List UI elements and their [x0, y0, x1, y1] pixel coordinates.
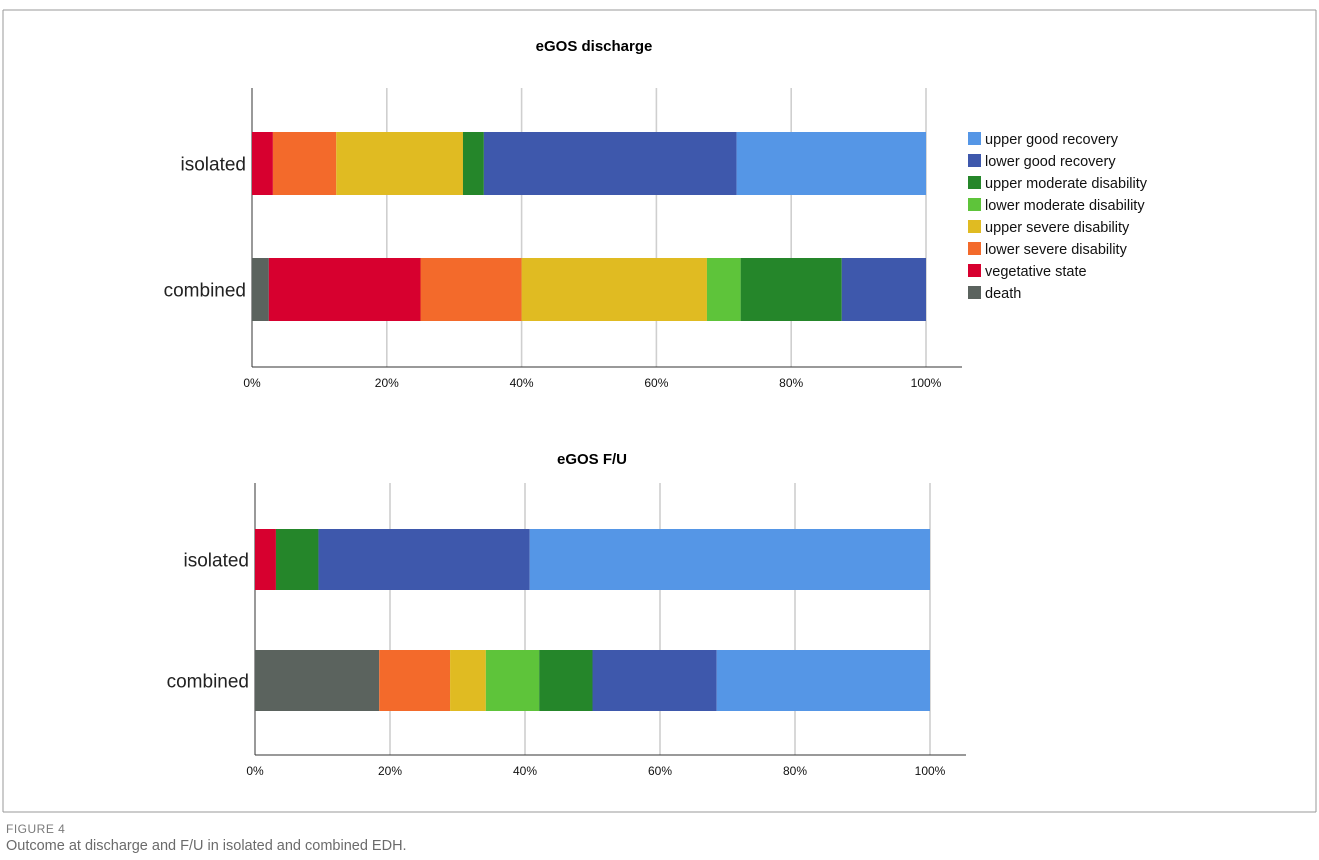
x-tick-label: 0% [243, 376, 261, 390]
x-tick-label: 0% [246, 764, 264, 778]
x-tick-label: 80% [779, 376, 803, 390]
x-tick-label: 40% [510, 376, 534, 390]
legend-swatch-death [968, 286, 981, 299]
bar-isolated-vegetative-state [255, 529, 276, 590]
bar-combined-upper-severe-disability [521, 258, 707, 321]
bar-combined-lower-moderate-disability [485, 650, 540, 711]
x-tick-label: 20% [375, 376, 399, 390]
bar-combined-lower-severe-disability [420, 258, 522, 321]
chart-panel-discharge: eGOS discharge 0% 20% 40% 60% 80% 100% isolated… [164, 38, 962, 390]
chart-panel-followup: eGOS F/U 0% 20% 40% 60% 80% 100% isolated combin… [167, 451, 966, 778]
legend-label-upper-severe-disability: upper severe disability [985, 220, 1130, 236]
category-label-isolated: isolated [181, 155, 247, 176]
bar-combined-lower-good-recovery [841, 258, 926, 321]
x-tick-label: 20% [378, 764, 402, 778]
bar-combined-upper-good-recovery [716, 650, 930, 711]
legend-label-upper-good-recovery: upper good recovery [985, 132, 1119, 148]
x-tick-label: 40% [513, 764, 537, 778]
legend-label-death: death [985, 286, 1021, 302]
bar-isolated-lower-severe-disability [272, 132, 337, 195]
bar-combined-upper-severe-disability [450, 650, 486, 711]
legend-swatch-upper-good-recovery [968, 132, 981, 145]
bar-isolated-upper-severe-disability [336, 132, 463, 195]
bar-isolated-upper-moderate-disability [275, 529, 319, 590]
category-label-combined: combined [164, 281, 246, 302]
figure-caption: Outcome at discharge and F/U in isolated… [6, 838, 407, 854]
bar-combined-upper-moderate-disability [740, 258, 842, 321]
bar-combined-lower-moderate-disability [706, 258, 741, 321]
chart-title: eGOS F/U [557, 451, 627, 468]
bar-combined-upper-moderate-disability [539, 650, 593, 711]
category-label-isolated: isolated [184, 551, 250, 572]
bar-combined-death [252, 258, 269, 321]
figure-label: FIGURE 4 [6, 822, 66, 836]
legend-label-vegetative-state: vegetative state [985, 264, 1087, 280]
legend-swatch-lower-severe-disability [968, 242, 981, 255]
bar-isolated-upper-good-recovery [736, 132, 926, 195]
bar-isolated-upper-moderate-disability [462, 132, 484, 195]
bar-combined-death [255, 650, 380, 711]
bar-combined-lower-severe-disability [379, 650, 451, 711]
legend-swatch-lower-good-recovery [968, 154, 981, 167]
legend-label-lower-severe-disability: lower severe disability [985, 242, 1128, 258]
x-tick-label: 100% [911, 376, 942, 390]
legend-swatch-lower-moderate-disability [968, 198, 981, 211]
x-tick-label: 100% [915, 764, 946, 778]
x-tick-label: 60% [648, 764, 672, 778]
legend-swatch-upper-moderate-disability [968, 176, 981, 189]
x-tick-label: 80% [783, 764, 807, 778]
bar-isolated-vegetative-state [252, 132, 273, 195]
category-label-combined: combined [167, 672, 249, 693]
chart-title: eGOS discharge [536, 38, 653, 55]
x-tick-label: 60% [644, 376, 668, 390]
legend-swatch-vegetative-state [968, 264, 981, 277]
legend-label-lower-good-recovery: lower good recovery [985, 154, 1116, 170]
bar-isolated-lower-good-recovery [483, 132, 737, 195]
bar-combined-lower-good-recovery [592, 650, 717, 711]
legend: upper good recovery lower good recovery up… [968, 132, 1148, 302]
bar-isolated-lower-good-recovery [318, 529, 530, 590]
legend-label-upper-moderate-disability: upper moderate disability [985, 176, 1148, 192]
legend-label-lower-moderate-disability: lower moderate disability [985, 198, 1145, 214]
bar-isolated-upper-good-recovery [529, 529, 930, 590]
bar-combined-vegetative-state [268, 258, 421, 321]
legend-swatch-upper-severe-disability [968, 220, 981, 233]
